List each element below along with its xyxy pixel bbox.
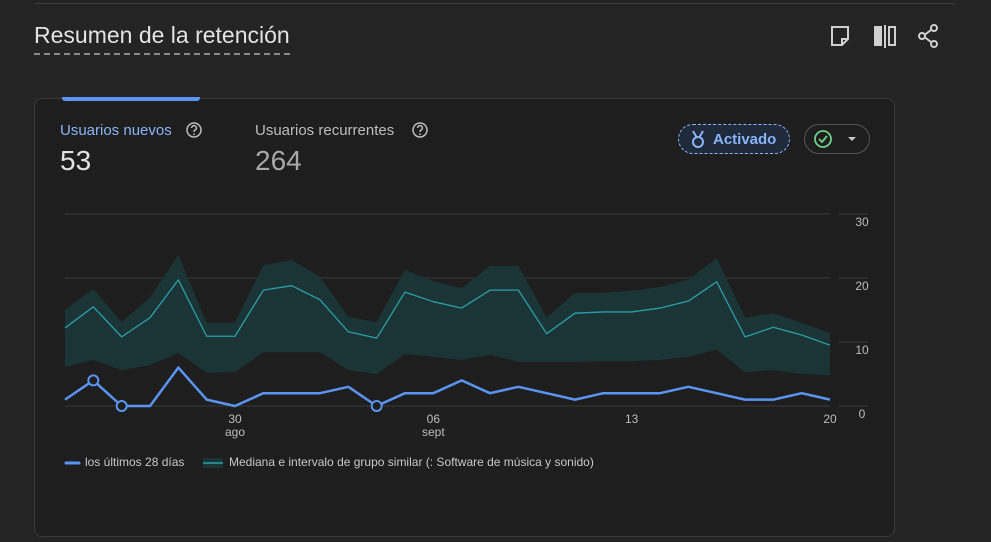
y-tick-label: 0 [859, 407, 866, 421]
legend-label: los últimos 28 días [85, 455, 185, 469]
series-line [64, 279, 831, 346]
highlight-point [87, 374, 100, 387]
tab-label[interactable]: Usuarios nuevos [60, 122, 172, 139]
medal-icon [692, 130, 704, 148]
highlight-point [115, 400, 128, 412]
tab-label[interactable]: Usuarios recurrentes [255, 122, 395, 139]
x-tick-label: 06 sept [421, 412, 445, 439]
note-icon[interactable] [831, 26, 849, 46]
status-badge[interactable]: Activado [678, 124, 790, 154]
x-tick-label: 30 ago [224, 412, 246, 439]
check-icon [814, 130, 856, 148]
legend-swatches [64, 458, 223, 468]
x-tick-label: 13 [624, 412, 639, 426]
status-dropdown[interactable] [804, 124, 870, 154]
help-icon[interactable] [411, 121, 429, 139]
help-icon[interactable] [185, 121, 203, 139]
tab-value: 53 [60, 145, 92, 176]
y-tick-label: 20 [855, 279, 869, 293]
badge-label: Activado [713, 130, 777, 148]
compare-icon[interactable] [874, 25, 896, 48]
band [65, 254, 830, 376]
highlight-point [370, 400, 383, 412]
tab-value: 264 [255, 145, 302, 176]
active-tab-indicator [62, 97, 200, 101]
divider [35, 3, 955, 4]
legend-label: Mediana e intervalo de grupo similar (: … [229, 455, 594, 469]
y-tick-label: 10 [855, 343, 869, 357]
share-icon[interactable] [918, 24, 938, 48]
y-tick-label: 30 [855, 215, 869, 229]
x-tick-label: 20 [823, 412, 837, 426]
section-title: Resumen de la retención [34, 22, 290, 55]
toolbar-icons [831, 24, 938, 48]
series-line [64, 366, 831, 408]
